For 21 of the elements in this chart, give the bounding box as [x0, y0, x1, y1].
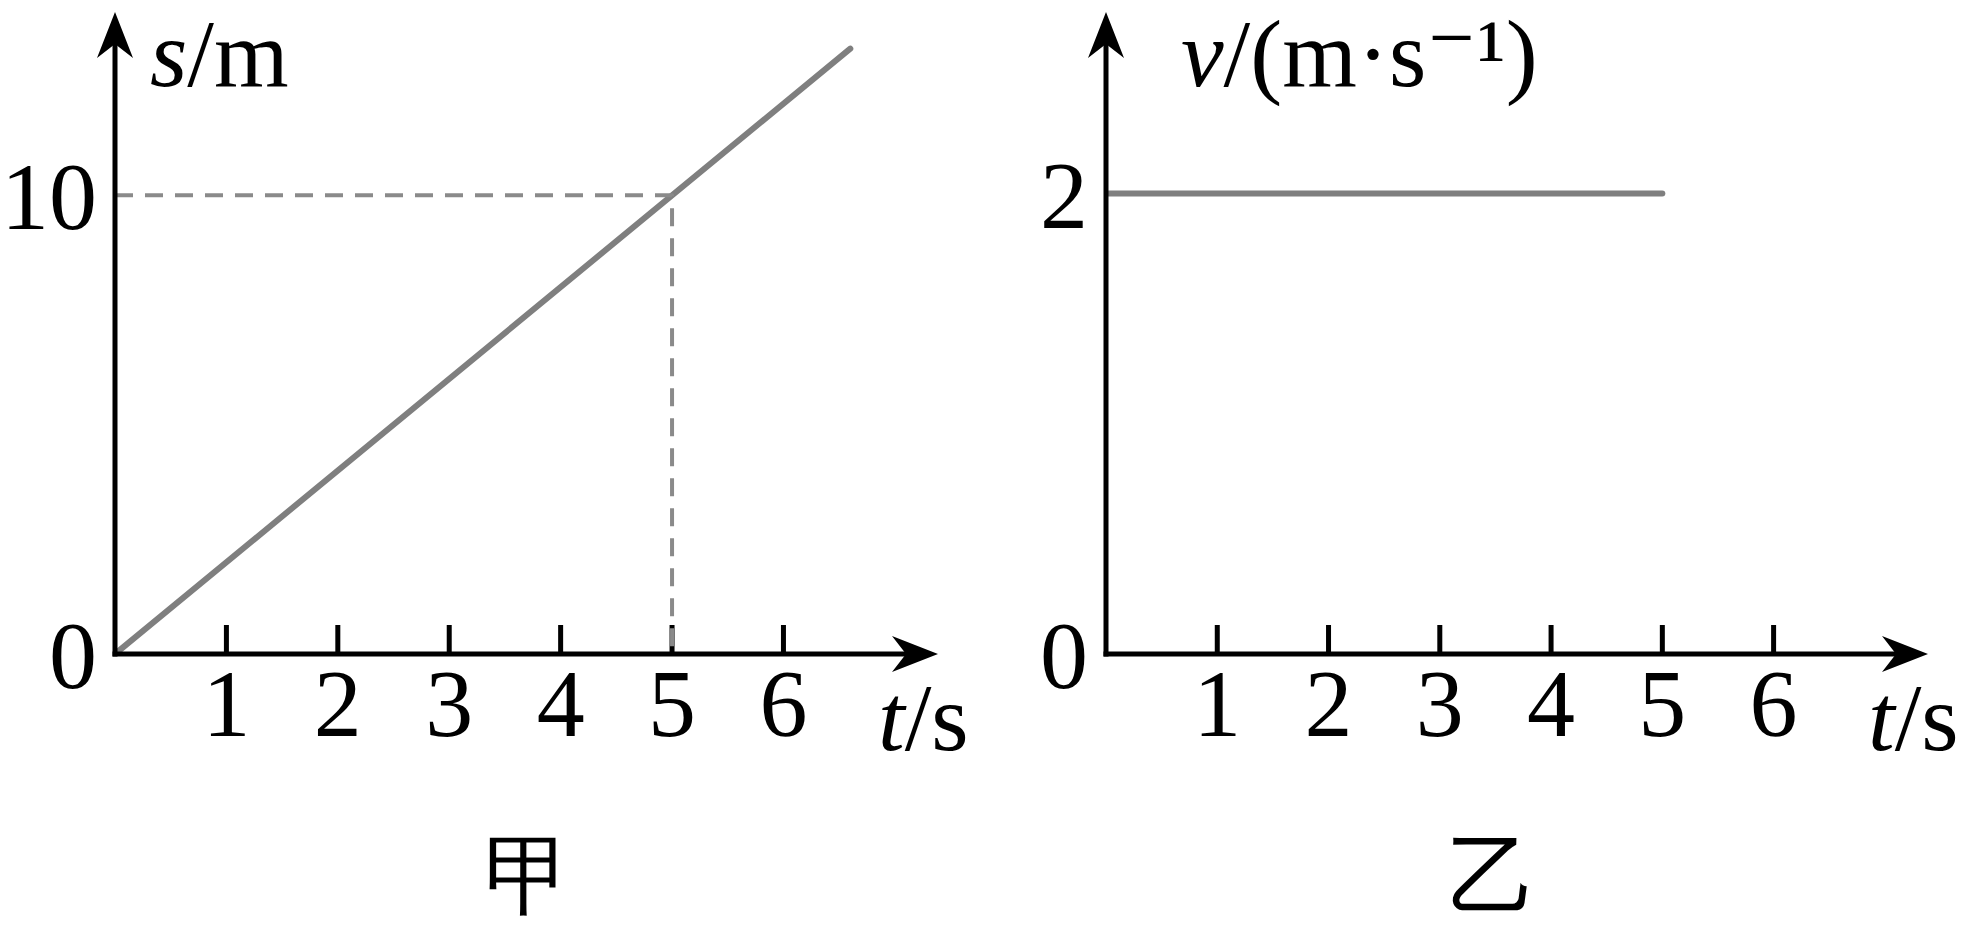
y-tick-label: 0 — [1040, 602, 1088, 710]
text: 乙 — [1447, 828, 1537, 925]
x-tick-label: 6 — [1749, 650, 1798, 758]
y-tick-label: 0 — [49, 602, 97, 710]
y-tick-label: 10 — [1, 143, 97, 251]
x-tick-label: 1 — [202, 650, 251, 758]
x-axis-title: t/s — [878, 664, 969, 771]
x-tick-label: 2 — [313, 650, 362, 758]
x-tick-label: 6 — [759, 650, 808, 758]
x-tick-label: 1 — [1193, 650, 1242, 758]
x-tick-label: 4 — [536, 650, 585, 758]
y-axis-title: v/(m·s⁻¹) — [1181, 0, 1538, 107]
x-tick-label: 3 — [1415, 650, 1464, 758]
x-tick-label: 5 — [1638, 650, 1687, 758]
x-tick-label: 2 — [1304, 650, 1353, 758]
text: 甲 — [482, 828, 573, 925]
x-axis-title: t/s — [1868, 664, 1959, 771]
x-tick-label: 4 — [1527, 650, 1576, 758]
y-axis-title: s/m — [150, 0, 289, 107]
x-tick-label: 5 — [648, 650, 697, 758]
x-tick-label: 3 — [425, 650, 474, 758]
